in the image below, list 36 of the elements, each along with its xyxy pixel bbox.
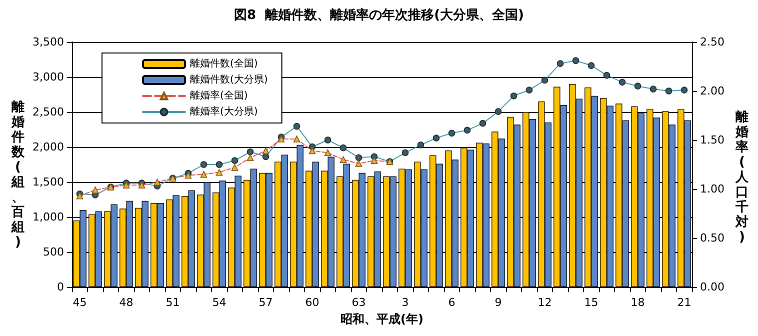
y-tick-label: 3,500 — [32, 36, 64, 48]
legend-label: 離婚件数(全国) — [190, 58, 258, 70]
x-tick-label: 54 — [212, 296, 226, 309]
y-tick-label: 1,500 — [32, 176, 64, 188]
x-tick-label: 21 — [677, 296, 692, 309]
x-tick-label: 63 — [352, 296, 366, 309]
text: 離婚件数(組、百組) — [12, 100, 24, 250]
x-tick-label: 48 — [119, 296, 134, 309]
x-tick-label: 12 — [538, 296, 552, 309]
x-tick-label: 57 — [258, 296, 273, 309]
x-tick-label: 3 — [402, 296, 409, 309]
y-tick-label: 3,000 — [32, 70, 64, 84]
y2-tick-label: 0.00 — [700, 280, 724, 294]
legend-label: 離婚率(全国) — [190, 90, 248, 102]
text: 離婚率(人口千対) — [736, 110, 748, 245]
y-tick-label: 2,000 — [32, 140, 64, 154]
x-tick-label: 60 — [305, 296, 320, 309]
y-tick-label: 0 — [57, 280, 64, 294]
x-tick-label: 9 — [494, 296, 502, 309]
y2-tick-label: 2.00 — [700, 84, 724, 98]
x-tick-label: 51 — [166, 296, 180, 309]
x-tick-label: 6 — [448, 296, 456, 309]
y2-tick-label: 0.50 — [700, 232, 724, 244]
y2-tick-label: 1.00 — [700, 182, 724, 196]
y-tick-label: 2,500 — [32, 106, 64, 118]
legend-label: 離婚率(大分県) — [190, 106, 258, 118]
x-axis-title: 昭和、平成(年) — [340, 312, 424, 326]
y-tick-label: 1,000 — [32, 210, 64, 224]
y2-tick-label: 1.50 — [700, 134, 724, 146]
chart-title: 図8 離婚件数、離婚率の年次推移(大分県、全国) — [234, 7, 524, 23]
x-tick-label: 45 — [72, 296, 87, 309]
y-tick-label: 500 — [43, 246, 64, 258]
x-tick-label: 18 — [630, 296, 645, 309]
legend-label: 離婚件数(大分県) — [190, 74, 268, 86]
x-tick-label: 15 — [584, 296, 598, 309]
y2-tick-label: 2.50 — [700, 36, 724, 48]
